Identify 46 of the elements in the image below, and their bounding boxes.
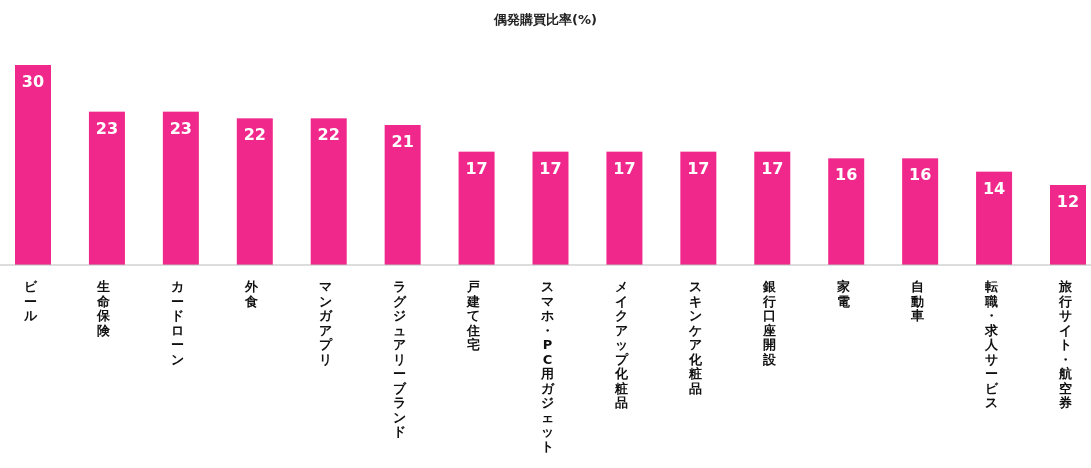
bar: [680, 151, 717, 265]
bar: [532, 151, 569, 265]
x-tick-label: 生命保険: [96, 279, 112, 338]
data-label: 21: [391, 132, 414, 151]
bar: [162, 111, 199, 265]
bar: [606, 151, 643, 265]
category-label: 旅行サイト・航空券: [1058, 279, 1072, 410]
bar: [458, 151, 495, 265]
x-tick-label: 戸建て住宅: [466, 279, 481, 352]
bar: [828, 158, 865, 265]
x-tick-label: スキンケア化粧品: [687, 279, 703, 396]
data-label: 14: [982, 178, 1006, 198]
bar: [88, 111, 125, 265]
bar: [236, 118, 273, 265]
chart-title: 偶発購買比率(%): [493, 12, 597, 27]
x-tick-label: マンガアプリ: [319, 279, 334, 367]
category-label: スマホ・PC用ガジェット: [541, 279, 554, 454]
x-tick-label: ビール: [22, 279, 38, 323]
bar: [976, 171, 1013, 265]
data-label: 22: [317, 125, 340, 145]
data-label: 17: [687, 158, 710, 178]
bar: [384, 125, 421, 265]
bar: [1050, 185, 1086, 265]
data-label: 22: [243, 125, 266, 145]
data-label: 17: [465, 158, 488, 178]
category-label: 転職・求人サービス: [984, 279, 998, 410]
data-label: 17: [539, 158, 562, 178]
data-label: 17: [761, 158, 784, 178]
bar: [15, 65, 51, 265]
data-label: 16: [909, 165, 932, 185]
x-tick-label: 銀行口座開設: [761, 279, 777, 367]
bar: [310, 118, 347, 265]
data-label: 12: [1056, 192, 1080, 211]
x-tick-label: 外食: [244, 279, 260, 309]
category-label: メイクアップ化粧品: [614, 279, 628, 410]
data-label: 23: [169, 118, 192, 138]
bar: [902, 158, 939, 265]
x-tick-label: 家電: [835, 279, 850, 309]
x-tick-label: 自動車: [909, 279, 924, 323]
data-label: 16: [835, 165, 858, 185]
bar: [754, 151, 791, 265]
category-label: ラグジュアリーブランド: [393, 279, 407, 439]
x-tick-label: カードローン: [171, 279, 185, 367]
data-label: 17: [613, 158, 636, 178]
data-label: 30: [21, 72, 45, 91]
data-label: 23: [95, 118, 119, 138]
